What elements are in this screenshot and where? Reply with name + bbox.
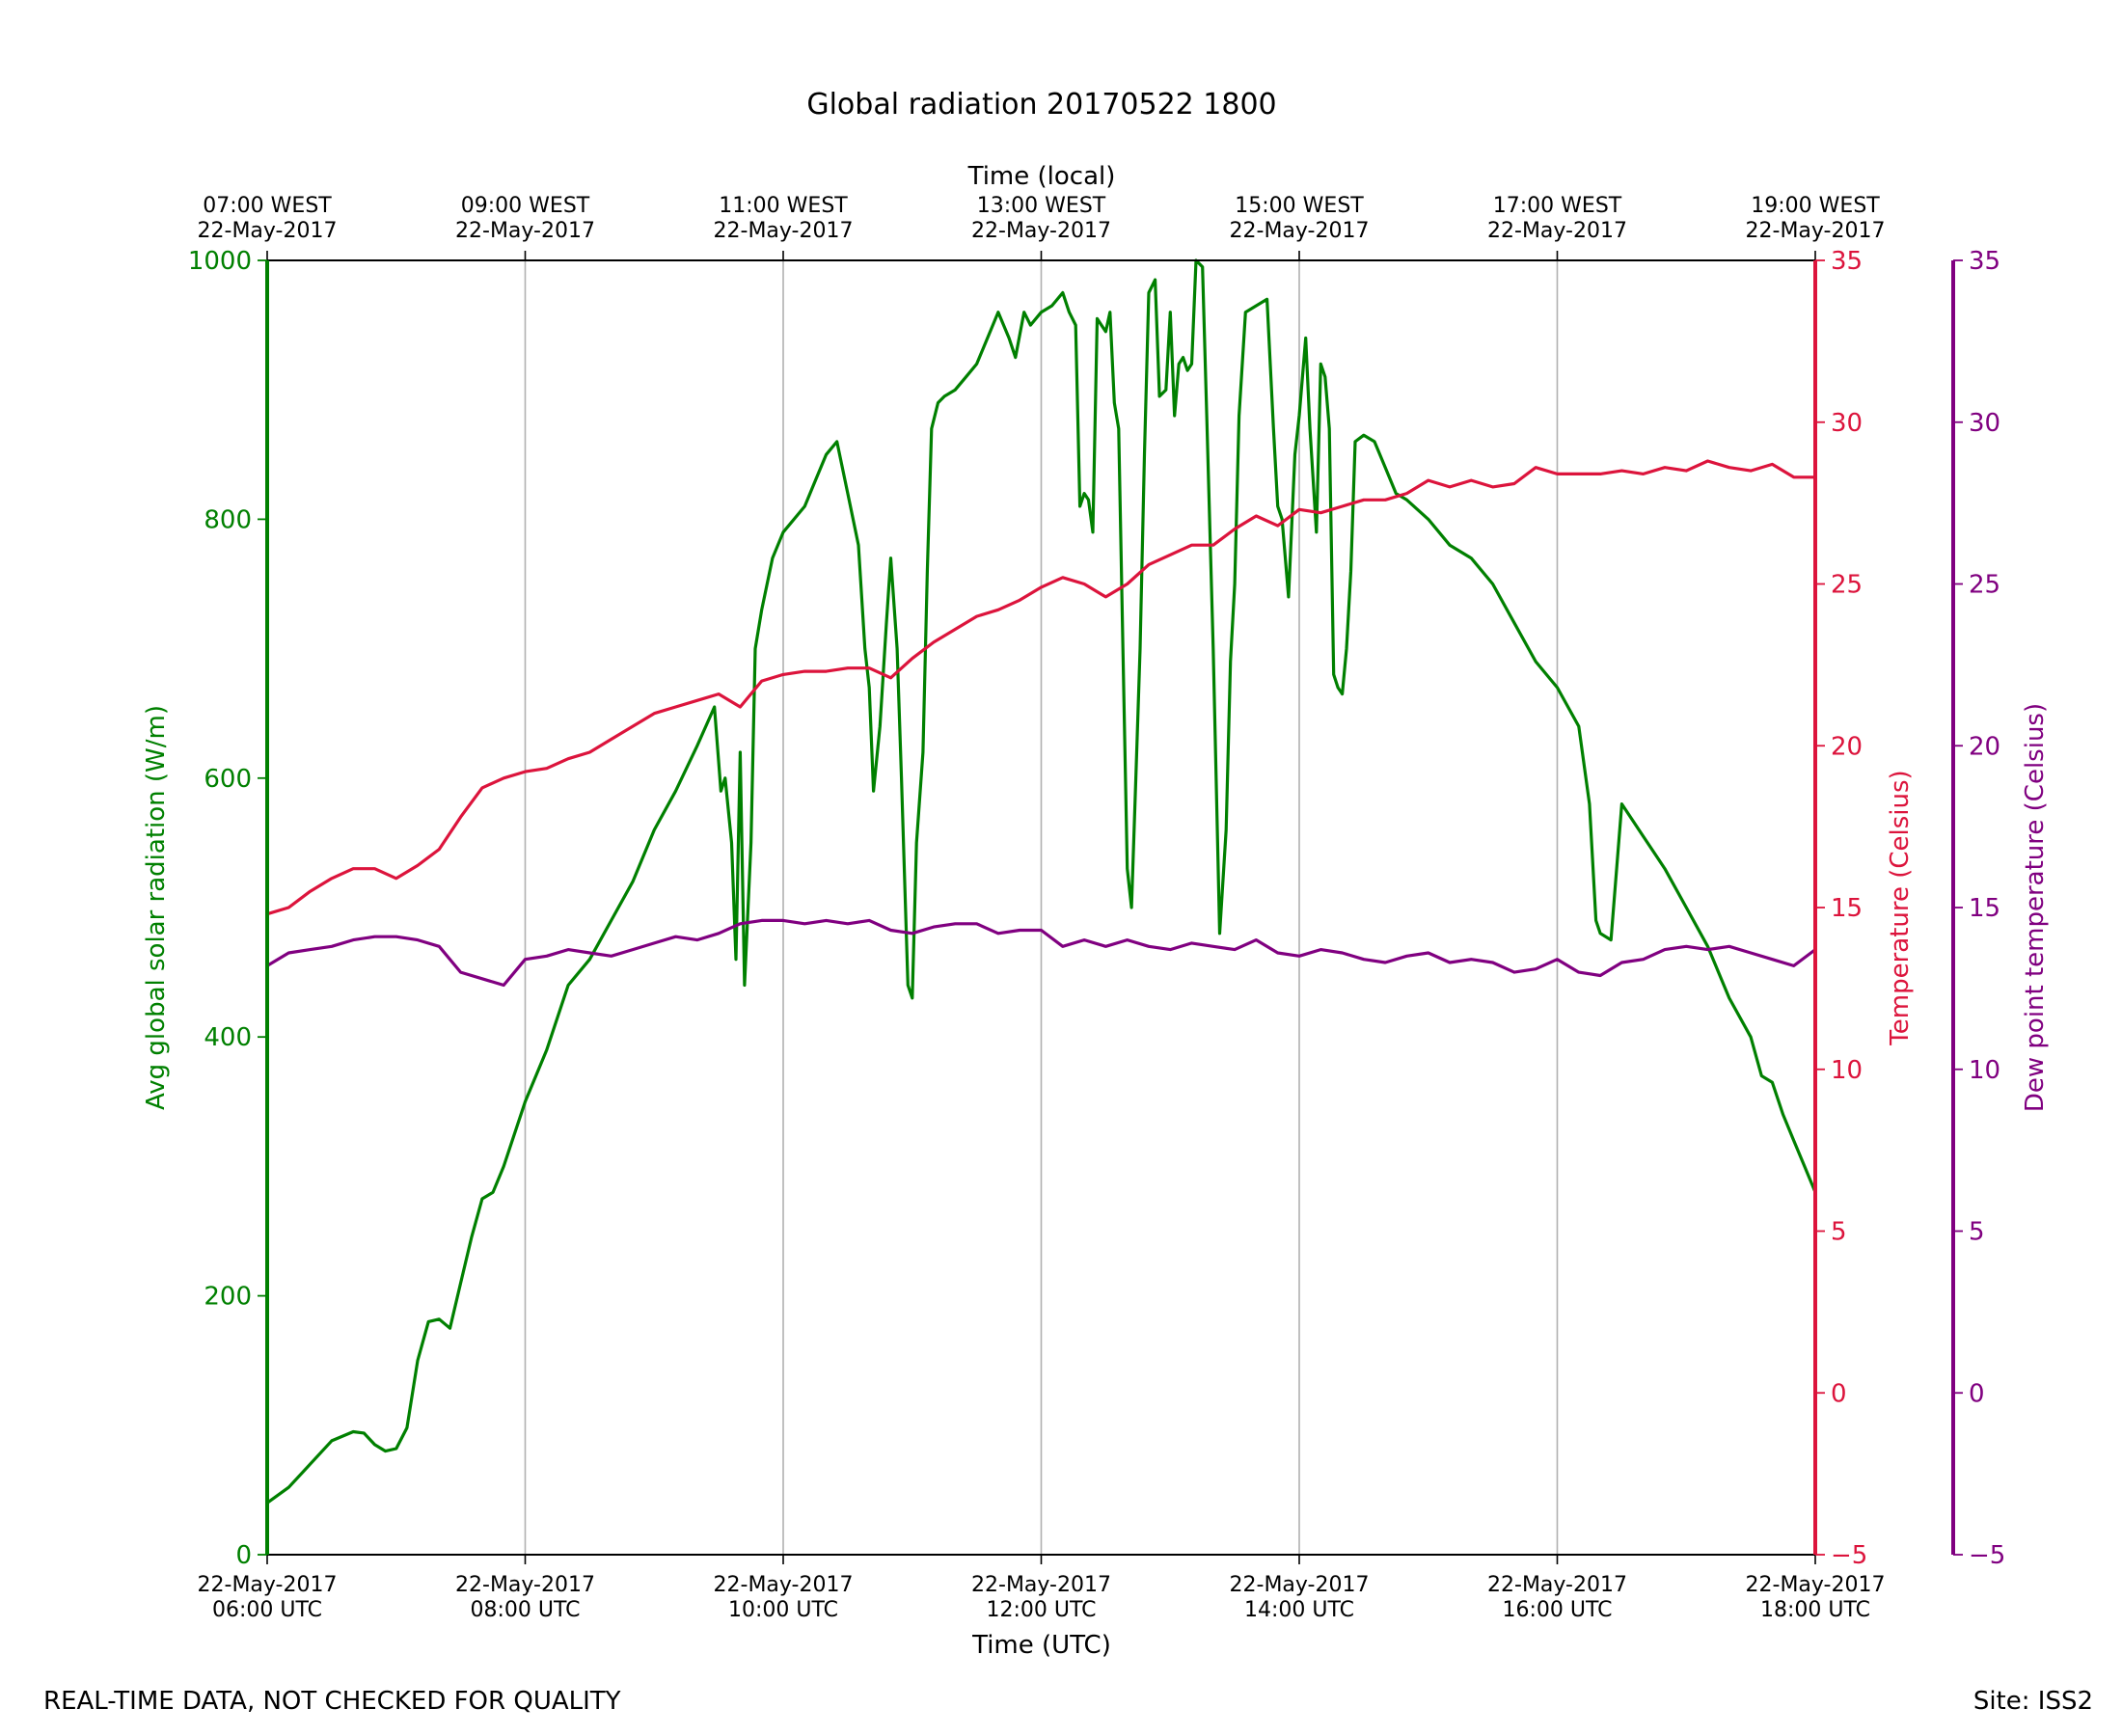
radiation-axis-label: Avg global solar radiation (W/m) xyxy=(142,705,171,1110)
top-tick-date: 22-May-2017 xyxy=(455,219,595,243)
series-temperature-line xyxy=(265,459,1817,916)
dewpoint-tick-label: 30 xyxy=(1969,409,2000,438)
radiation-tick-label: 600 xyxy=(204,765,252,794)
x-tick-date: 22-May-2017 xyxy=(1487,1573,1627,1597)
top-tick-date: 22-May-2017 xyxy=(198,219,338,243)
grid xyxy=(524,260,1559,1555)
x-tick-time: 18:00 UTC xyxy=(1760,1598,1870,1622)
top-tick-time: 09:00 WEST xyxy=(461,194,590,218)
x-tick-time: 08:00 UTC xyxy=(470,1598,580,1622)
x-tick-time: 16:00 UTC xyxy=(1502,1598,1612,1622)
dewpoint-tick-label: 35 xyxy=(1969,247,2000,276)
top-axis-label: Time (local) xyxy=(967,162,1116,191)
x-tick-date: 22-May-2017 xyxy=(971,1573,1111,1597)
quality-note: REAL-TIME DATA, NOT CHECKED FOR QUALITY xyxy=(43,1687,621,1716)
top-tick-time: 17:00 WEST xyxy=(1493,194,1622,218)
top-tick-time: 13:00 WEST xyxy=(977,194,1106,218)
temperature-tick-label: 20 xyxy=(1831,732,1863,761)
x-tick-time: 06:00 UTC xyxy=(212,1598,322,1622)
series-dewpoint-line xyxy=(265,918,1817,988)
radiation-tick-label: 0 xyxy=(235,1541,252,1570)
temperature-tick-label: 15 xyxy=(1831,894,1863,923)
temperature-axis-label: Temperature (Celsius) xyxy=(1886,770,1915,1045)
radiation-tick-label: 400 xyxy=(204,1023,252,1052)
chart-title: Global radiation 20170522 1800 xyxy=(806,88,1276,122)
x-tick-time: 12:00 UTC xyxy=(986,1598,1096,1622)
top-tick-time: 07:00 WEST xyxy=(203,194,332,218)
top-tick-time: 19:00 WEST xyxy=(1751,194,1880,218)
radiation-tick-label: 800 xyxy=(204,505,252,534)
radiation-tick-label: 200 xyxy=(204,1283,252,1312)
plot-frame xyxy=(265,259,1955,1556)
series-radiation-line xyxy=(265,258,1817,1505)
dewpoint-tick-label: 25 xyxy=(1969,571,2000,600)
top-tick-date: 22-May-2017 xyxy=(1230,219,1370,243)
dewpoint-tick-label: 0 xyxy=(1969,1379,1985,1408)
top-tick-date: 22-May-2017 xyxy=(971,219,1111,243)
series-layer xyxy=(265,258,1817,1505)
dewpoint-tick-label: 20 xyxy=(1969,732,2000,761)
top-tick-time: 11:00 WEST xyxy=(719,194,848,218)
bottom-axis-label: Time (UTC) xyxy=(971,1631,1111,1660)
top-tick-date: 22-May-2017 xyxy=(714,219,854,243)
dewpoint-tick-label: 5 xyxy=(1969,1218,1985,1247)
x-tick-date: 22-May-2017 xyxy=(455,1573,595,1597)
temperature-tick-label: −5 xyxy=(1831,1541,1867,1570)
top-tick-date: 22-May-2017 xyxy=(1746,219,1886,243)
temperature-tick-label: 35 xyxy=(1831,247,1863,276)
top-tick-date: 22-May-2017 xyxy=(1487,219,1627,243)
dewpoint-axis-label: Dew point temperature (Celsius) xyxy=(2021,703,2050,1112)
top-tick-time: 15:00 WEST xyxy=(1235,194,1364,218)
x-tick-date: 22-May-2017 xyxy=(1746,1573,1886,1597)
dewpoint-tick-label: 10 xyxy=(1969,1056,2000,1085)
temperature-tick-label: 0 xyxy=(1831,1379,1847,1408)
dewpoint-tick-label: 15 xyxy=(1969,894,2000,923)
temperature-tick-label: 5 xyxy=(1831,1218,1847,1247)
x-tick-time: 14:00 UTC xyxy=(1244,1598,1354,1622)
temperature-tick-label: 30 xyxy=(1831,409,1863,438)
x-tick-date: 22-May-2017 xyxy=(198,1573,338,1597)
x-tick-date: 22-May-2017 xyxy=(1230,1573,1370,1597)
x-tick-date: 22-May-2017 xyxy=(714,1573,854,1597)
radiation-tick-label: 1000 xyxy=(188,247,252,276)
x-tick-time: 10:00 UTC xyxy=(728,1598,838,1622)
dewpoint-tick-label: −5 xyxy=(1969,1541,2005,1570)
site-label: Site: ISS2 xyxy=(1973,1687,2093,1716)
temperature-tick-label: 10 xyxy=(1831,1056,1863,1085)
temperature-tick-label: 25 xyxy=(1831,571,1863,600)
